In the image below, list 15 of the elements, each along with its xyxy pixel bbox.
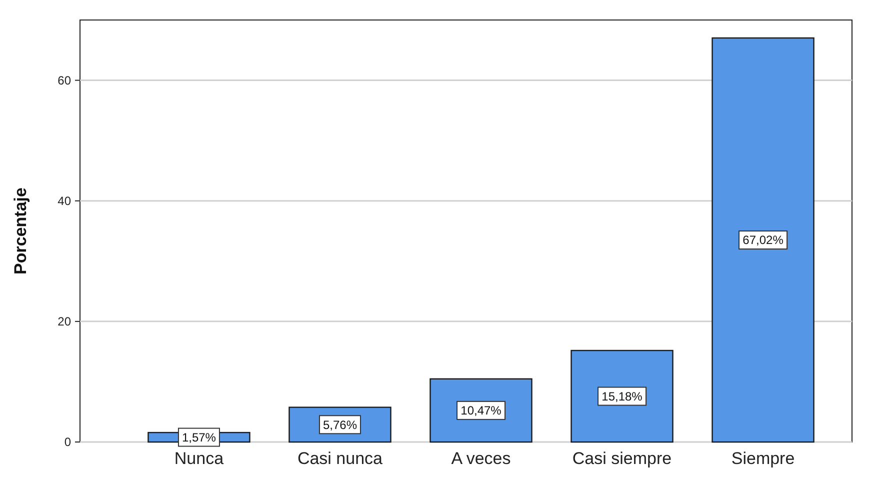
y-tick-label: 40 <box>58 194 72 208</box>
y-tick-label: 0 <box>64 435 72 450</box>
x-tick-label: A veces <box>451 449 511 468</box>
data-label: 10,47% <box>460 404 502 418</box>
x-tick-label: Nunca <box>174 449 224 468</box>
data-label: 5,76% <box>322 418 358 432</box>
x-tick-label: Casi nunca <box>297 449 384 468</box>
y-axis-title: Porcentaje <box>11 188 30 274</box>
x-tick-label: Siempre <box>731 449 795 468</box>
x-tick-label: Casi siempre <box>572 449 672 468</box>
data-label: 67,02% <box>742 233 784 248</box>
data-label: 1,57% <box>182 430 216 444</box>
data-label: 15,18% <box>602 389 643 404</box>
y-tick-label: 20 <box>58 314 72 329</box>
y-tick-label: 60 <box>58 73 72 88</box>
